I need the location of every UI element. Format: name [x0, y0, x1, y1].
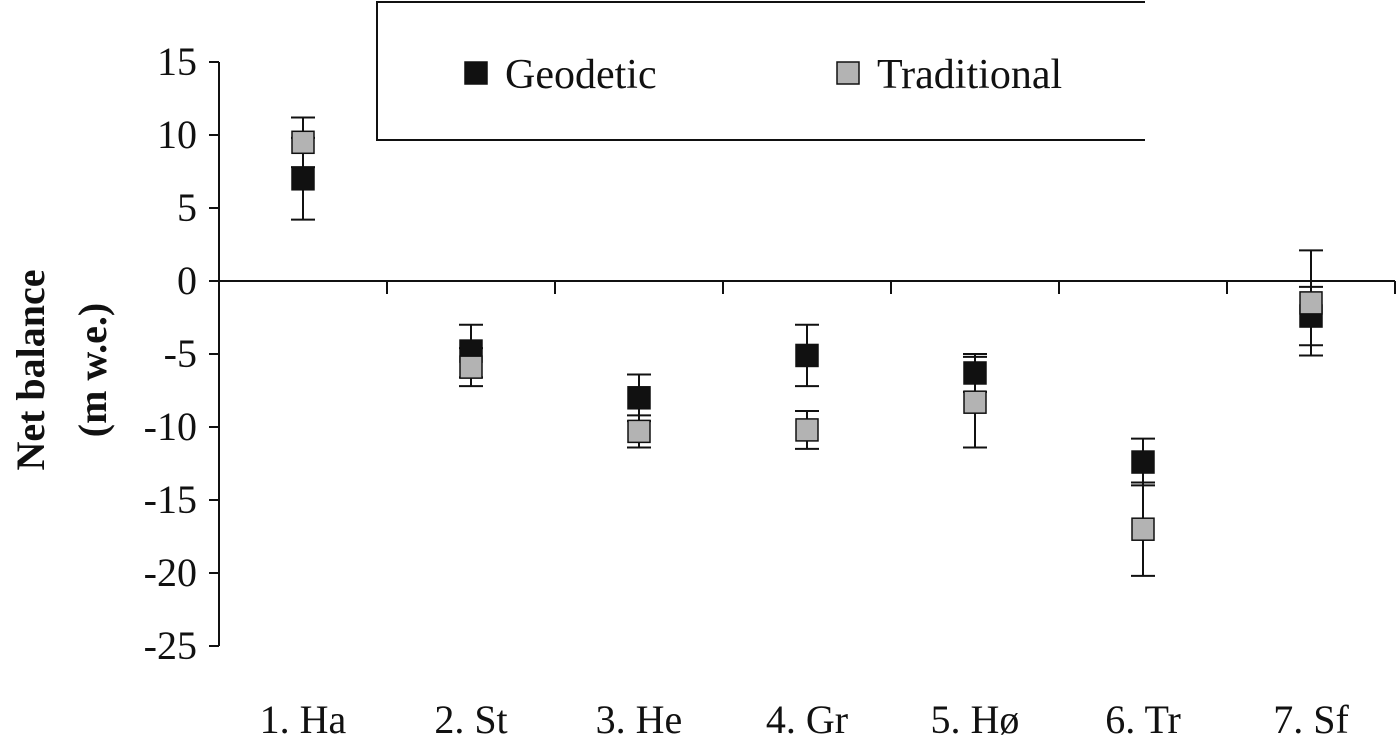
point-traditional: [1299, 291, 1323, 315]
y-axis-title-line2: (m w.e.): [70, 303, 115, 437]
y-tick-label: -5: [164, 331, 197, 376]
y-tick-label: -10: [144, 404, 197, 449]
legend-marker-geodetic: [464, 61, 488, 85]
y-tick-label: 5: [177, 185, 197, 230]
y-axis-title-line1: Net balance: [8, 269, 53, 470]
y-tick-label: -25: [144, 623, 197, 668]
axes: 15 10 5 0 -5 -10 -15 -20 -25 1. Ha 2. St 3. He 4. Gr…: [144, 39, 1396, 740]
y-axis-title: Net balance (m w.e.): [8, 269, 115, 470]
legend-box: [376, 1, 1145, 141]
x-category-label: 3. He: [596, 697, 683, 740]
y-tick-label: -20: [144, 550, 197, 595]
y-tick-label: 10: [157, 112, 197, 157]
x-category-label: 2. St: [434, 697, 507, 740]
y-tick-label: 15: [157, 39, 197, 84]
point-traditional: [291, 130, 315, 155]
point-traditional: [1131, 517, 1155, 541]
point-traditional: [459, 355, 483, 379]
point-traditional: [795, 418, 819, 442]
point-geodetic: [291, 167, 315, 191]
y-tick-label: 0: [177, 258, 197, 303]
legend-label-traditional: Traditional: [877, 52, 1062, 98]
x-category-label: 5. Hø: [931, 697, 1020, 740]
x-category-label: 6. Tr: [1105, 697, 1181, 740]
x-category-label: 7. Sf: [1273, 697, 1349, 740]
y-tick-label: -15: [144, 477, 197, 522]
point-geodetic: [1131, 450, 1155, 474]
point-traditional: [963, 390, 987, 414]
data-marks: [291, 116, 1323, 577]
legend-marker-traditional: [836, 61, 860, 85]
legend: Geodetic Traditional: [376, 1, 1145, 141]
legend-label-geodetic: Geodetic: [505, 52, 657, 98]
point-geodetic: [963, 361, 987, 385]
x-category-label: 4. Gr: [766, 697, 848, 740]
point-traditional: [627, 419, 651, 444]
point-geodetic: [627, 386, 651, 410]
point-geodetic: [795, 343, 819, 368]
x-category-label: 1. Ha: [260, 697, 347, 740]
